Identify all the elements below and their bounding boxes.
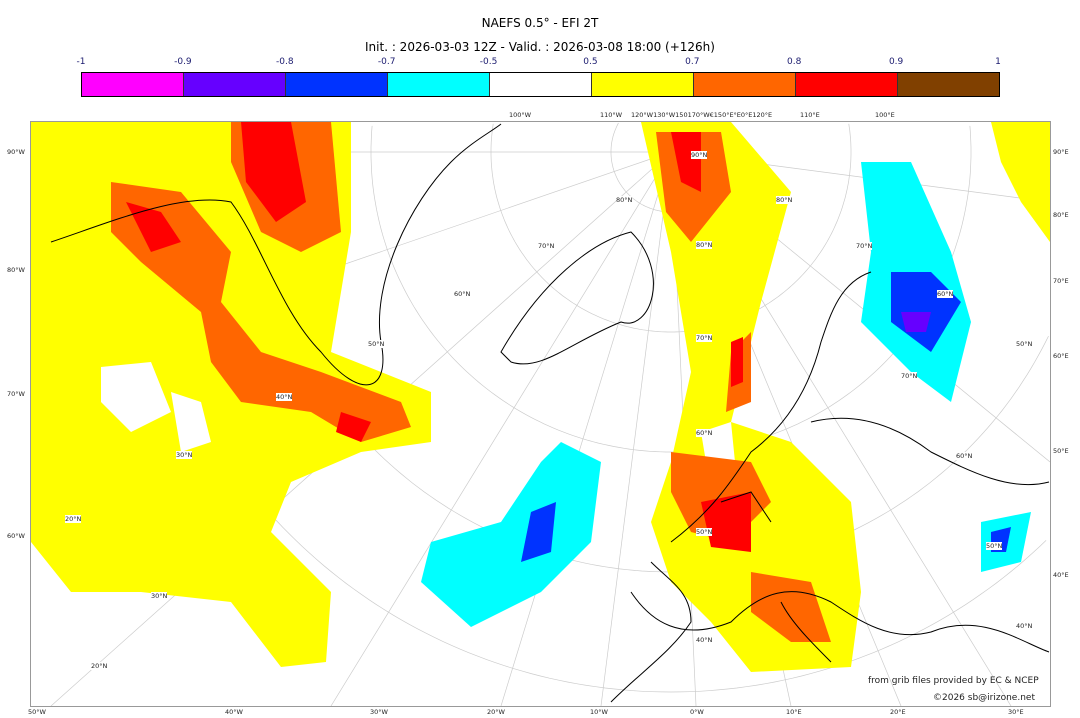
graticule-label: 100°W bbox=[509, 111, 532, 119]
graticule-label: 60°E bbox=[1053, 352, 1069, 360]
graticule-label: 40°N bbox=[276, 393, 293, 401]
graticule-label: 10°E bbox=[786, 708, 802, 716]
graticule-label: 80°N bbox=[696, 241, 713, 249]
graticule-label: 40°N bbox=[1016, 622, 1033, 630]
graticule-label: 70°N bbox=[901, 372, 918, 380]
graticule-label: 30°N bbox=[176, 451, 193, 459]
graticule-label: 20°W bbox=[487, 708, 505, 716]
colorbar-tick: 0.9 bbox=[888, 57, 904, 67]
latitude-circle bbox=[848, 123, 852, 152]
graticule-label: 0°W bbox=[690, 708, 704, 716]
graticule-label: 20°E bbox=[890, 708, 906, 716]
graticule-label: 70°E bbox=[1053, 277, 1069, 285]
graticule-label: 30°W bbox=[370, 708, 388, 716]
map-subtitle: Init. : 2026-03-03 12Z - Valid. : 2026-0… bbox=[365, 40, 715, 54]
graticule-label: 40°W bbox=[225, 708, 243, 716]
graticule-label: 70°N bbox=[856, 242, 873, 250]
latitude-circle bbox=[490, 123, 852, 333]
graticule-label: 60°N bbox=[454, 290, 471, 298]
colorbar-segment bbox=[898, 73, 999, 96]
colorbar bbox=[81, 72, 1000, 97]
colorbar-segment bbox=[82, 73, 184, 96]
colorbar-tick: 1 bbox=[995, 57, 1001, 67]
colorbar-tick: -0.8 bbox=[275, 57, 294, 67]
graticule-label: 60°N bbox=[937, 290, 954, 298]
graticule-label: 20°N bbox=[91, 662, 108, 670]
graticule-label: 50°W bbox=[28, 708, 46, 716]
graticule-label: 110°E bbox=[800, 111, 820, 119]
copyright: ©2026 sb@irizone.net bbox=[933, 693, 1035, 703]
colorbar-tick: -0.9 bbox=[174, 57, 192, 67]
graticule-label: 120°W130°W150170°W€150°E°E0°E120°E bbox=[631, 111, 773, 119]
colorbar-segment bbox=[184, 73, 286, 96]
graticule-label: 50°N bbox=[1016, 340, 1033, 348]
colorbar-segment bbox=[694, 73, 796, 96]
graticule-label: 10°W bbox=[590, 708, 608, 716]
source-credit: from grib files provided by EC & NCEP bbox=[868, 676, 1039, 686]
graticule-label: 70°N bbox=[538, 242, 555, 250]
graticule-label: 40°E bbox=[1053, 571, 1069, 579]
graticule-label: 100°E bbox=[875, 111, 895, 119]
graticule-label: 50°N bbox=[368, 340, 385, 348]
graticule-label: 70°W bbox=[7, 390, 25, 398]
colorbar-tick: 0.8 bbox=[787, 57, 802, 67]
graticule-label: 30°N bbox=[151, 592, 168, 600]
coastlines bbox=[50, 123, 1050, 703]
graticule-label: 90°E bbox=[1053, 148, 1069, 156]
graticule-label: 60°N bbox=[956, 452, 973, 460]
colorbar-segment bbox=[286, 73, 388, 96]
colorbar-segment bbox=[592, 73, 694, 96]
colorbar-tick: 0.7 bbox=[685, 57, 700, 67]
colorbar-tick: -1 bbox=[76, 57, 86, 67]
graticule-label: 50°N bbox=[696, 528, 713, 536]
colorbar-segment bbox=[388, 73, 490, 96]
colorbar-tick: -0.7 bbox=[377, 57, 396, 67]
graticule-label: 80°N bbox=[776, 196, 793, 204]
graticule-label: 110°W bbox=[600, 111, 623, 119]
graticule-label: 90°W bbox=[7, 148, 25, 156]
map-area: 90°N 80°N 70°N 60°N 50°N 40°N 30°N 20°N 80°N 70°N… bbox=[30, 121, 1051, 707]
colorbar-tick: 0.5 bbox=[583, 57, 598, 67]
graticule-label: 30°E bbox=[1008, 708, 1024, 716]
colorbar-segment bbox=[490, 73, 592, 96]
graticule-label: 80°N bbox=[616, 196, 633, 204]
graticule-label: 70°N bbox=[696, 334, 713, 342]
colorbar-tick: -0.5 bbox=[479, 57, 498, 67]
graticule-label: 60°N bbox=[696, 429, 713, 437]
graticule-label: 60°W bbox=[7, 532, 25, 540]
latitude-circle bbox=[969, 125, 972, 152]
graticule-label: 90°N bbox=[691, 151, 708, 159]
graticule-label: 80°W bbox=[7, 266, 25, 274]
colorbar-segment bbox=[796, 73, 898, 96]
efi-map bbox=[31, 122, 1050, 706]
graticule-label: 50°N bbox=[986, 542, 1003, 550]
map-title: NAEFS 0.5° - EFI 2T bbox=[481, 16, 599, 30]
graticule-label: 80°E bbox=[1053, 211, 1069, 219]
efi-shading bbox=[31, 122, 1050, 672]
graticule-label: 50°E bbox=[1053, 447, 1069, 455]
graticule-label: 40°N bbox=[696, 636, 713, 644]
graticule-label: 20°N bbox=[65, 515, 82, 523]
